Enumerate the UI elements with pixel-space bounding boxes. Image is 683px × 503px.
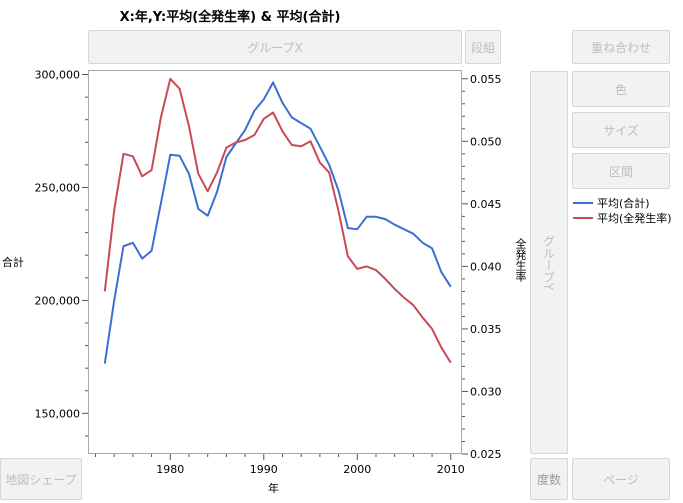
- overlay-label: 重ね合わせ: [590, 40, 651, 55]
- y-right-axis-title: 全発生率: [514, 238, 527, 282]
- wrap-dropzone[interactable]: 段組: [465, 30, 501, 64]
- group-x-dropzone[interactable]: グループX: [88, 30, 462, 64]
- legend-swatch-rate: [573, 216, 593, 219]
- wrap-label: 段組: [470, 40, 495, 55]
- series-line-total: [103, 81, 452, 364]
- x-tick-label: 1990: [250, 463, 278, 476]
- map-shape-dropzone[interactable]: 地図シェープ: [0, 458, 82, 500]
- series-line-rate: [103, 77, 452, 364]
- freq-label: 度数: [536, 472, 561, 487]
- map-shape-label: 地図シェープ: [5, 472, 77, 487]
- size-label: サイズ: [603, 123, 639, 138]
- chart-title: X:年,Y:平均(全発生率) & 平均(合計): [119, 10, 341, 25]
- overlay-dropzone[interactable]: 重ね合わせ: [572, 30, 670, 64]
- interval-label: 区間: [608, 164, 633, 179]
- legend-label-rate: 平均(全発生率): [597, 211, 672, 225]
- size-dropzone[interactable]: サイズ: [572, 112, 670, 148]
- x-tick-label: 1980: [156, 463, 184, 476]
- x-tick-label: 2000: [343, 463, 371, 476]
- group-x-label: グループX: [247, 40, 303, 55]
- interval-dropzone[interactable]: 区間: [572, 153, 670, 189]
- x-axis-title: 年: [268, 482, 279, 495]
- group-y-dropzone[interactable]: グループY: [530, 71, 568, 454]
- page-label: ページ: [603, 472, 639, 487]
- legend-swatch-total: [573, 201, 593, 204]
- plot-frame: [88, 70, 462, 454]
- y-left-tick-label: 300,000: [35, 69, 81, 82]
- color-label: 色: [614, 82, 627, 97]
- y-right-tick-label: 0.040: [470, 260, 502, 273]
- y-right-tick-label: 0.055: [470, 73, 502, 86]
- y-left-tick-label: 250,000: [35, 181, 81, 194]
- freq-dropzone[interactable]: 度数: [530, 458, 568, 500]
- legend-item-rate[interactable]: 平均(全発生率): [573, 210, 672, 225]
- y-right-tick-label: 0.050: [470, 135, 502, 148]
- group-y-label: グループY: [541, 234, 556, 291]
- y-left-axis-title: 合計: [2, 256, 24, 269]
- page-dropzone[interactable]: ページ: [572, 458, 670, 500]
- y-right-tick-label: 0.035: [470, 323, 502, 336]
- legend-label-total: 平均(合計): [597, 196, 650, 210]
- y-left-tick-label: 150,000: [35, 407, 81, 420]
- y-left-tick-label: 200,000: [35, 294, 81, 307]
- legend: 平均(合計) 平均(全発生率): [573, 195, 672, 225]
- legend-item-total[interactable]: 平均(合計): [573, 195, 672, 210]
- y-right-tick-label: 0.025: [470, 448, 502, 461]
- x-tick-label: 2010: [437, 463, 465, 476]
- y-right-tick-label: 0.045: [470, 198, 502, 211]
- y-right-tick-label: 0.030: [470, 385, 502, 398]
- color-dropzone[interactable]: 色: [572, 71, 670, 107]
